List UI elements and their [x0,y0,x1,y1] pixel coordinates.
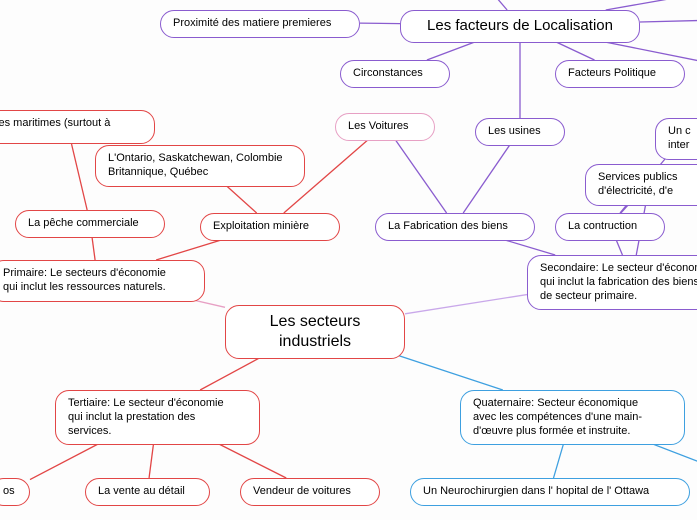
node-small_left: os [0,478,30,506]
node-uncut1: Un c inter [655,118,697,160]
node-root: Les secteurs industriels [225,305,405,359]
edge-root-secondaire [405,295,527,314]
edge-localisation-offscreen [490,0,507,10]
node-vendeur: Vendeur de voitures [240,478,380,506]
node-peche: La pêche commerciale [15,210,165,238]
node-circonstances: Circonstances [340,60,450,88]
node-maritime: ces maritimes (surtout à [0,110,155,144]
node-miniere: Exploitation minière [200,213,340,241]
edge-peche-maritime [72,144,88,210]
node-fabbiens: La Fabrication des biens [375,213,535,241]
edge-localisation-offscreen [606,0,697,10]
node-primaire: Primaire: Le secteurs d'économie qui inc… [0,260,205,302]
node-services_publics: Services publics d'électricité, d'e [585,164,697,206]
node-provinces: L'Ontario, Saskatchewan, Colombie Britan… [95,145,305,187]
node-construction: La contruction [555,213,665,241]
edge-localisation-offscreen [640,20,697,22]
node-voitures: Les Voitures [335,113,435,141]
node-tertiaire: Tertiaire: Le secteur d'économie qui inc… [55,390,260,445]
edge-localisation-factpol [552,40,595,60]
node-quaternaire: Quaternaire: Secteur économique avec les… [460,390,685,445]
node-localisation: Les facteurs de Localisation [400,10,640,43]
edge-fabbiens-voitures [393,137,446,213]
node-usines: Les usines [475,118,565,146]
edge-localisation-circonstances [427,40,480,60]
node-factpol: Facteurs Politique [555,60,685,88]
node-neuro: Un Neurochirurgien dans l' hopital de l'… [410,478,690,506]
node-secondaire: Secondaire: Le secteur d'économie qui in… [527,255,697,310]
edge-primaire-peche [92,234,95,260]
edge-root-quaternaire [385,351,503,390]
node-proximite: Proximité des matiere premieres [160,10,360,38]
node-vente: La vente au détail [85,478,210,506]
edge-fabbiens-usines [463,142,512,213]
